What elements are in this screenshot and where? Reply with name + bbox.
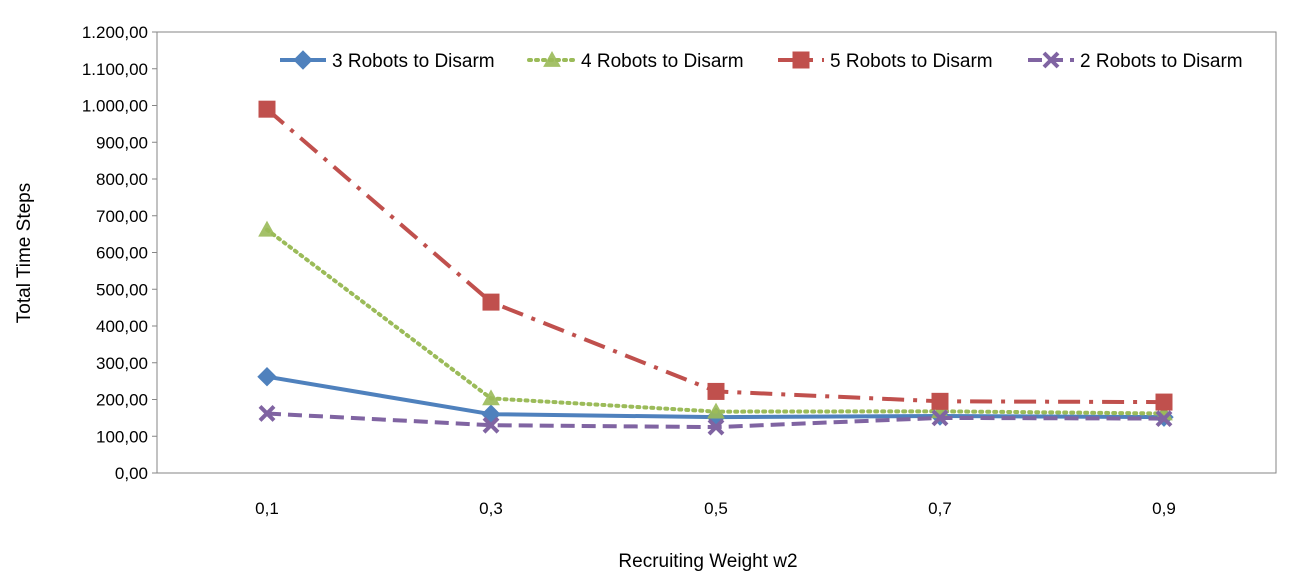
x-axis-title: Recruiting Weight w2 xyxy=(618,551,797,572)
legend-item: 3 Robots to Disarm xyxy=(280,50,495,72)
series-4 xyxy=(258,405,1173,436)
x-tick-label: 0,1 xyxy=(255,499,279,518)
y-tick-label: 800,00 xyxy=(96,170,148,189)
x-tick-label: 0,3 xyxy=(479,499,503,518)
data-point-marker xyxy=(258,220,276,237)
data-point-marker xyxy=(258,100,276,118)
data-point-marker xyxy=(258,405,276,422)
y-tick-label: 1.100,00 xyxy=(82,60,148,79)
legend-marker-swatch xyxy=(792,51,810,69)
legend-item: 4 Robots to Disarm xyxy=(527,50,744,72)
legend-marker-swatch xyxy=(293,50,313,70)
data-point-marker xyxy=(1155,393,1173,411)
legend-label: 3 Robots to Disarm xyxy=(332,51,495,72)
y-tick-label: 0,00 xyxy=(115,464,148,483)
data-point-marker xyxy=(931,409,949,427)
x-axis-ticks: 0,1 0,3 0,5 0,7 0,9 xyxy=(255,499,1176,518)
y-tick-label: 1.000,00 xyxy=(82,97,148,116)
y-tick-label: 200,00 xyxy=(96,391,148,410)
legend-item: 2 Robots to Disarm xyxy=(1028,51,1243,72)
y-tick-label: 1.200,00 xyxy=(82,23,148,42)
data-point-marker xyxy=(707,418,725,436)
data-point-marker xyxy=(482,293,500,311)
legend: 3 Robots to Disarm 4 Robots to Disarm 5 Ro… xyxy=(280,50,1243,72)
x-tick-label: 0,9 xyxy=(1152,499,1176,518)
y-axis-title: Total Time Steps xyxy=(14,183,35,323)
x-tick-label: 0,7 xyxy=(928,499,952,518)
legend-marker-swatch xyxy=(1042,51,1060,69)
y-tick-label: 500,00 xyxy=(96,280,148,299)
series-group xyxy=(257,100,1174,436)
legend-label: 5 Robots to Disarm xyxy=(830,51,993,72)
series-line xyxy=(265,107,1165,405)
data-point-marker xyxy=(931,392,949,410)
y-tick-label: 700,00 xyxy=(96,207,148,226)
data-point-marker xyxy=(707,402,725,419)
y-axis-ticks: 0,00 100,00 200,00 300,00 400,00 500,00 600,00… xyxy=(82,23,157,483)
data-point-marker xyxy=(1155,410,1173,428)
y-tick-label: 100,00 xyxy=(96,427,148,446)
legend-label: 4 Robots to Disarm xyxy=(581,51,744,72)
legend-item: 5 Robots to Disarm xyxy=(778,51,993,72)
legend-label: 2 Robots to Disarm xyxy=(1080,51,1243,72)
y-tick-label: 900,00 xyxy=(96,133,148,152)
data-point-marker xyxy=(257,367,277,387)
series-3 xyxy=(258,100,1173,411)
data-point-marker xyxy=(707,382,725,400)
data-point-marker xyxy=(482,416,500,434)
x-tick-label: 0,5 xyxy=(704,499,728,518)
data-point-marker xyxy=(482,389,500,406)
y-tick-label: 300,00 xyxy=(96,354,148,373)
y-tick-label: 600,00 xyxy=(96,244,148,263)
y-tick-label: 400,00 xyxy=(96,317,148,336)
legend-marker-swatch xyxy=(543,50,561,67)
